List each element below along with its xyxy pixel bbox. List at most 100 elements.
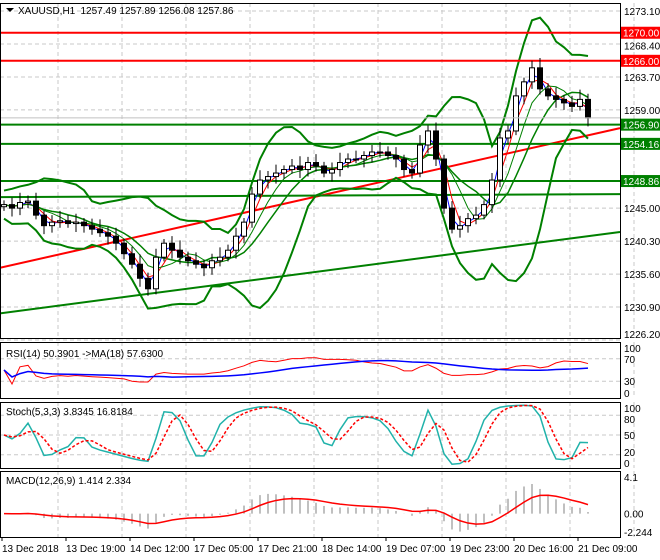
price-tick: 1268.40 (624, 42, 660, 53)
rsi-tick: 100 (624, 344, 641, 355)
rsi-tick: 30 (624, 377, 636, 388)
candle-body (105, 232, 111, 237)
candle-body (433, 130, 439, 160)
candle-body (289, 165, 295, 171)
candle-body (81, 221, 87, 227)
candle-body (9, 204, 15, 209)
candle-body (577, 98, 583, 107)
stoch-tick: 80 (624, 415, 636, 426)
candle-body (233, 235, 239, 251)
level-label: 1256.90 (623, 121, 660, 132)
level-badge (621, 26, 660, 39)
pane-frame (0, 402, 621, 469)
candle-body (305, 162, 311, 171)
candle-body (33, 200, 39, 216)
candle-body (17, 202, 23, 209)
candle-body (57, 220, 63, 223)
candle-body (281, 169, 287, 174)
stoch-tick: 50 (624, 431, 636, 442)
moving-average (3, 85, 589, 269)
candle-body (1, 204, 7, 208)
candle-body (369, 151, 375, 157)
candle-body (89, 225, 95, 230)
candle-body (153, 256, 159, 290)
candle-body (569, 102, 575, 107)
candle-body (513, 95, 519, 132)
candle-body (345, 158, 351, 164)
price-tick: 1240.30 (624, 237, 660, 248)
candle-body (313, 162, 319, 167)
price-tick: 1245.00 (624, 204, 660, 215)
candle-body (65, 220, 71, 225)
macd-tick: 0.00 (624, 510, 644, 521)
time-tick: 19 Dec 23:00 (450, 544, 510, 555)
time-tick: 20 Dec 16:00 (514, 544, 574, 555)
trendline (0, 230, 621, 315)
candle-body (185, 256, 191, 262)
dropdown-triangle-icon[interactable] (6, 8, 14, 12)
time-tick: 19 Dec 07:00 (386, 544, 446, 555)
candle-body (489, 179, 495, 206)
symbol-label: XAUUSD,H1 1257.49 1257.89 1256.08 1257.86 (18, 6, 234, 17)
candle-body (241, 221, 247, 237)
candle-body (529, 67, 535, 83)
candle-body (497, 137, 503, 181)
candle-body (585, 98, 591, 119)
level-label: 1266.00 (623, 57, 660, 68)
candle-body (545, 88, 551, 97)
stoch-signal-line (3, 404, 589, 463)
price-tick: 1230.90 (624, 303, 660, 314)
stoch-label: Stoch(5,3,3) 3.8345 16.8184 (6, 407, 133, 418)
candle-body (441, 158, 447, 209)
candle-body (273, 172, 279, 178)
candle-body (481, 204, 487, 216)
candle-body (465, 218, 471, 227)
macd-signal-line (3, 494, 589, 525)
candle-body (337, 162, 343, 171)
candle-body (177, 249, 183, 258)
level-label: 1248.86 (623, 177, 660, 188)
bollinger-upper (3, 16, 589, 235)
candle-body (329, 169, 335, 174)
candle-body (137, 263, 143, 279)
rsi-ma-line (3, 359, 589, 378)
time-tick: 21 Dec 09:00 (578, 544, 638, 555)
candle-body (457, 225, 463, 230)
candle-body (97, 228, 103, 234)
candle-body (217, 256, 223, 262)
candle-body (505, 130, 511, 139)
candle-body (129, 253, 135, 265)
stoch-tick: 0 (624, 459, 630, 470)
rsi-tick: 70 (624, 355, 636, 366)
candle-body (297, 165, 303, 171)
price-tick: 1235.60 (624, 270, 660, 281)
stoch-main-line (3, 404, 589, 465)
level-badge (621, 137, 660, 150)
stoch-tick: 20 (624, 448, 636, 459)
candle-body (401, 158, 407, 171)
candle-body (425, 130, 431, 146)
trendline (0, 127, 621, 269)
candle-body (385, 151, 391, 157)
candle-body (473, 214, 479, 220)
candle-body (417, 144, 423, 174)
candle-body (209, 260, 215, 269)
price-tick: 1263.70 (624, 73, 660, 84)
bollinger-lower (3, 128, 589, 310)
candle-body (225, 249, 231, 258)
candle-body (361, 155, 367, 160)
rsi-line (3, 357, 589, 386)
candle-body (249, 193, 255, 223)
candle-body (561, 98, 567, 104)
candle-body (41, 214, 47, 227)
candle-body (73, 221, 79, 225)
candle-body (257, 179, 263, 195)
candle-body (49, 221, 55, 227)
price-tick: 1226.20 (624, 330, 660, 341)
level-label: 1254.16 (623, 140, 660, 151)
price-tick: 1259.00 (624, 106, 660, 117)
price-tick: 1273.10 (624, 7, 660, 18)
macd-tick: -2.244 (624, 528, 653, 539)
